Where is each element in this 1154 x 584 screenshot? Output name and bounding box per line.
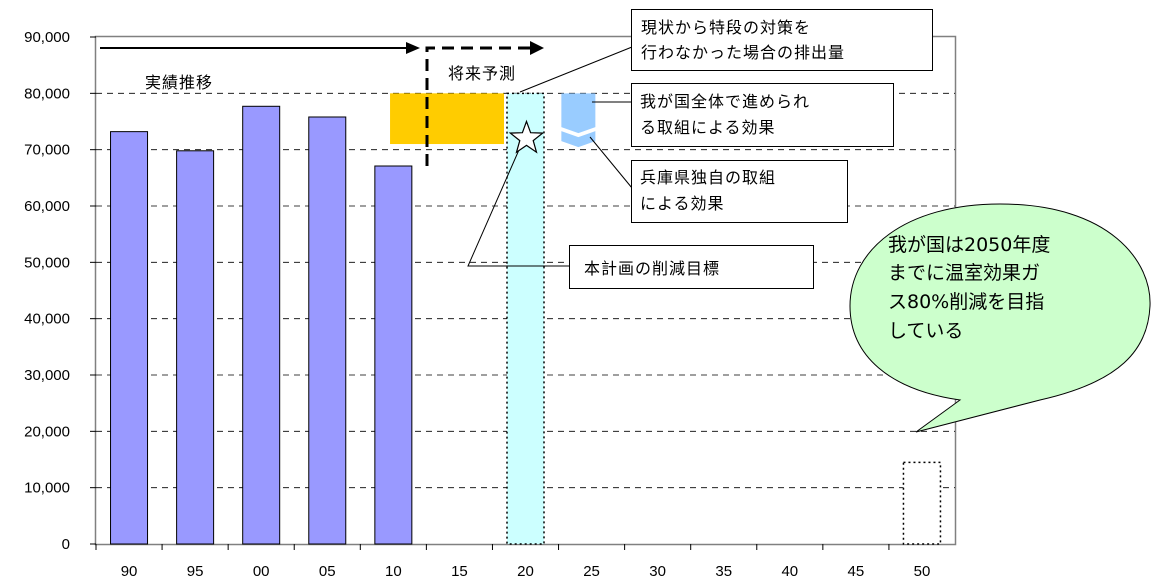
target-star-icon (508, 119, 545, 154)
forecast-2020-box (506, 92, 545, 545)
bar (374, 165, 413, 545)
hyogo-effect-text-1: 兵庫県独自の取組 (640, 168, 776, 187)
y-axis-ticks: 0 10,000 20,000 30,000 40,000 50,000 60,000 70,… (24, 29, 96, 553)
x-tick-label: 90 (121, 563, 138, 580)
x-tick-label: 40 (781, 563, 798, 580)
hyogo-effect-shape (561, 131, 596, 148)
y-tick-label: 10,000 (24, 480, 70, 497)
x-tick-label: 10 (385, 563, 402, 580)
hyogo-effect-callout: 兵庫県独自の取組 による効果 (589, 136, 848, 223)
bubble-text-2: までに温室効果ガ (888, 262, 1040, 284)
x-tick-label: 35 (715, 563, 732, 580)
hyogo-effect-text-2: による効果 (640, 194, 725, 213)
bar (110, 131, 149, 545)
y-tick-label: 40,000 (24, 311, 70, 328)
future-forecast-arrow (425, 41, 544, 166)
future-forecast-label: 将来予測 (448, 64, 516, 83)
bar (242, 105, 281, 545)
y-tick-label: 0 (62, 536, 70, 553)
y-tick-label: 50,000 (24, 254, 70, 271)
y-tick-label: 70,000 (24, 142, 70, 159)
bar (176, 150, 215, 545)
target-text: 本計画の削減目標 (584, 259, 720, 278)
x-tick-label: 00 (253, 563, 270, 580)
no-measures-text-2: 行わなかった場合の排出量 (641, 43, 845, 62)
x-tick-label: 05 (319, 563, 336, 580)
national-effect-shape (561, 93, 596, 134)
actual-trend-label: 実績推移 (145, 73, 213, 92)
goal-2050-bubble: 我が国は2050年度 までに温室効果ガ ス80%削減を目指 している (849, 203, 1151, 433)
goal-2050-box (902, 461, 942, 545)
no-measures-callout: 現状から特段の対策を 行わなかった場合の排出量 (519, 9, 933, 93)
y-tick-label: 90,000 (24, 29, 70, 46)
x-axis-ticks: 90 95 00 05 10 15 20 25 30 35 40 45 50 (95, 544, 931, 580)
bubble-text-1: 我が国は2050年度 (888, 234, 1050, 256)
x-tick-label: 25 (583, 563, 600, 580)
actual-trend-arrow (100, 42, 420, 54)
y-tick-label: 20,000 (24, 423, 70, 440)
bubble-text-3: ス80%削減を目指 (888, 291, 1044, 313)
y-tick-label: 60,000 (24, 198, 70, 215)
y-tick-label: 80,000 (24, 85, 70, 102)
national-effect-callout: 我が国全体で進められ る取組による効果 (592, 83, 894, 147)
national-effect-text-1: 我が国全体で進められ (640, 92, 810, 111)
no-measures-range (390, 93, 504, 145)
x-tick-label: 15 (451, 563, 468, 580)
national-effect-text-2: る取組による効果 (640, 118, 776, 137)
bar-series (110, 105, 413, 545)
forecast-overlays (390, 92, 942, 545)
y-tick-label: 30,000 (24, 367, 70, 384)
bubble-text-4: している (888, 320, 963, 342)
x-tick-label: 20 (517, 563, 534, 580)
no-measures-text-1: 現状から特段の対策を (641, 18, 811, 37)
x-tick-label: 95 (187, 563, 204, 580)
x-tick-label: 45 (848, 563, 865, 580)
x-tick-label: 50 (914, 563, 931, 580)
x-tick-label: 30 (649, 563, 666, 580)
bar (308, 116, 347, 545)
target-callout: 本計画の削減目標 (467, 142, 814, 289)
